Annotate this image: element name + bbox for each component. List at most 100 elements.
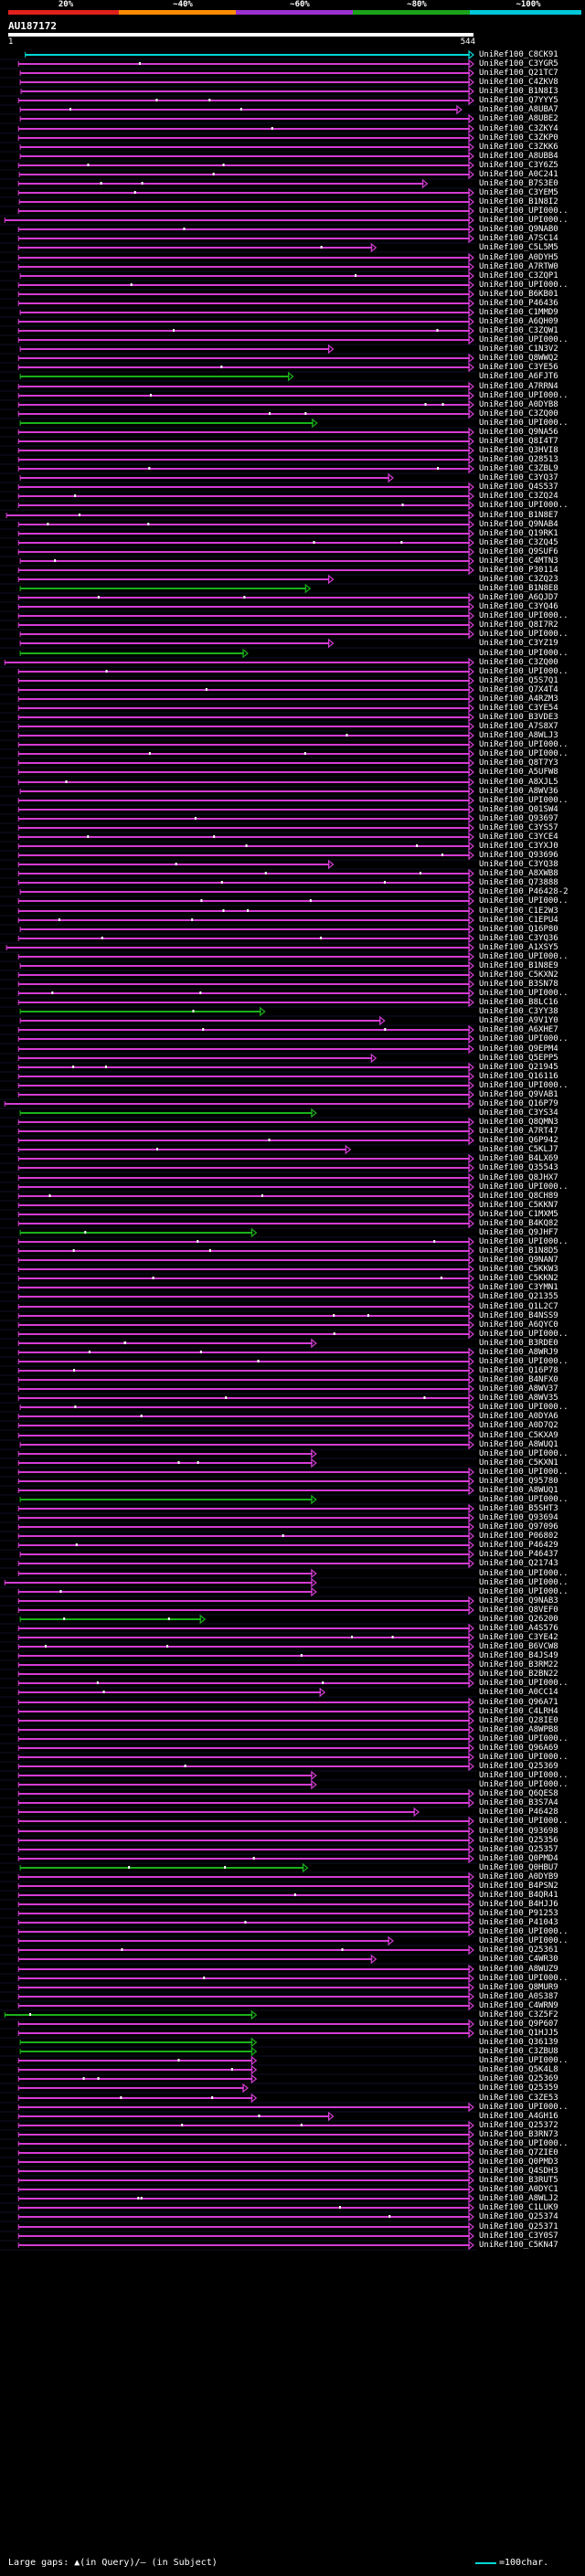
hit-label[interactable]: UniRef100_C5KKN7	[479, 1201, 558, 1210]
hit-label[interactable]: UniRef100_UPI000..	[479, 896, 569, 906]
hit-label[interactable]: UniRef100_A0S387	[479, 1992, 558, 2001]
hit-label[interactable]: UniRef100_A6QYC0	[479, 1320, 558, 1330]
hit-label[interactable]: UniRef100_B3RN73	[479, 2130, 558, 2139]
hit-label[interactable]: UniRef100_B1N8D5	[479, 1246, 558, 1256]
hit-label[interactable]: UniRef100_C3YE54	[479, 704, 558, 713]
hit-label[interactable]: UniRef100_UPI000..	[479, 1034, 569, 1044]
hit-label[interactable]: UniRef100_C3YQ37	[479, 473, 558, 482]
hit-label[interactable]: UniRef100_UPI000..	[479, 1357, 569, 1366]
hit-label[interactable]: UniRef100_C3YY38	[479, 1007, 558, 1016]
hit-label[interactable]: UniRef100_C3YXJ0	[479, 842, 558, 851]
hit-label[interactable]: UniRef100_C3ZBL9	[479, 464, 558, 473]
hit-label[interactable]: UniRef100_C8CK91	[479, 50, 558, 59]
hit-label[interactable]: UniRef100_UPI000..	[479, 1495, 569, 1504]
hit-label[interactable]: UniRef100_Q25369	[479, 2074, 558, 2083]
hit-label[interactable]: UniRef100_A8WUZ9	[479, 1965, 558, 1974]
hit-label[interactable]: UniRef100_C3ZE53	[479, 2094, 558, 2103]
hit-label[interactable]: UniRef100_Q25356	[479, 1836, 558, 1845]
hit-label[interactable]: UniRef100_A8WV37	[479, 1384, 558, 1394]
hit-label[interactable]: UniRef100_Q7YYY5	[479, 96, 558, 105]
hit-label[interactable]: UniRef100_UPI000..	[479, 1817, 569, 1826]
hit-label[interactable]: UniRef100_Q25371	[479, 2222, 558, 2231]
hit-label[interactable]: UniRef100_UPI000..	[479, 1237, 569, 1246]
hit-label[interactable]: UniRef100_Q0PMD3	[479, 2157, 558, 2167]
hit-label[interactable]: UniRef100_B5SHT3	[479, 1504, 558, 1513]
hit-label[interactable]: UniRef100_A8UBE2	[479, 114, 558, 123]
hit-label[interactable]: UniRef100_Q6QES8	[479, 1789, 558, 1798]
hit-label[interactable]: UniRef100_Q25357	[479, 1845, 558, 1854]
hit-label[interactable]: UniRef100_C1MXM5	[479, 1210, 558, 1219]
hit-label[interactable]: UniRef100_Q16116	[479, 1072, 558, 1081]
hit-label[interactable]: UniRef100_B1N8I3	[479, 87, 558, 96]
hit-label[interactable]: UniRef100_Q5K4L8	[479, 2065, 558, 2074]
hit-label[interactable]: UniRef100_C3YE56	[479, 363, 558, 372]
hit-label[interactable]: UniRef100_C3ZQ24	[479, 492, 558, 501]
hit-label[interactable]: UniRef100_A4RZM3	[479, 694, 558, 704]
hit-label[interactable]: UniRef100_Q16P79	[479, 1099, 558, 1108]
hit-label[interactable]: UniRef100_Q9VAB1	[479, 1090, 558, 1099]
hit-label[interactable]: UniRef100_P06802	[479, 1532, 558, 1541]
hit-label[interactable]: UniRef100_Q96A69	[479, 1744, 558, 1753]
hit-label[interactable]: UniRef100_Q1HJJ5	[479, 2029, 558, 2038]
hit-label[interactable]: UniRef100_C5KN47	[479, 2241, 558, 2250]
hit-label[interactable]: UniRef100_B4NFX0	[479, 1375, 558, 1384]
hit-label[interactable]: UniRef100_A8WUQ1	[479, 1440, 558, 1449]
hit-label[interactable]: UniRef100_A6XHE7	[479, 1025, 558, 1034]
hit-label[interactable]: UniRef100_Q28513	[479, 455, 558, 464]
hit-label[interactable]: UniRef100_B2BN22	[479, 1670, 558, 1679]
hit-label[interactable]: UniRef100_C4MTN3	[479, 557, 558, 566]
hit-label[interactable]: UniRef100_C5KLJ7	[479, 1145, 558, 1154]
hit-label[interactable]: UniRef100_B4LX69	[479, 1154, 558, 1163]
hit-label[interactable]: UniRef100_Q16P78	[479, 1366, 558, 1375]
hit-label[interactable]: UniRef100_C3ZBU8	[479, 2047, 558, 2056]
hit-label[interactable]: UniRef100_Q8I7R2	[479, 620, 558, 630]
hit-label[interactable]: UniRef100_Q26200	[479, 1615, 558, 1624]
hit-label[interactable]: UniRef100_Q8VEF0	[479, 1606, 558, 1615]
hit-label[interactable]: UniRef100_Q9NA56	[479, 428, 558, 437]
hit-label[interactable]: UniRef100_Q93694	[479, 1513, 558, 1522]
hit-label[interactable]: UniRef100_B6KB01	[479, 290, 558, 299]
hit-label[interactable]: UniRef100_UPI000..	[479, 630, 569, 639]
hit-label[interactable]: UniRef100_Q5S7Q1	[479, 676, 558, 685]
hit-label[interactable]: UniRef100_B3RUT5	[479, 2176, 558, 2185]
hit-label[interactable]: UniRef100_C5KXN1	[479, 1458, 558, 1468]
hit-label[interactable]: UniRef100_A0DYB8	[479, 400, 558, 409]
hit-label[interactable]: UniRef100_Q01SW4	[479, 805, 558, 814]
hit-label[interactable]: UniRef100_Q8CH89	[479, 1192, 558, 1201]
hit-label[interactable]: UniRef100_P46436	[479, 299, 558, 308]
hit-label[interactable]: UniRef100_C3YS57	[479, 823, 558, 832]
hit-label[interactable]: UniRef100_UPI000..	[479, 335, 569, 345]
hit-label[interactable]: UniRef100_A6FJT6	[479, 372, 558, 381]
hit-label[interactable]: UniRef100_UPI000..	[479, 796, 569, 805]
hit-label[interactable]: UniRef100_UPI000..	[479, 1403, 569, 1412]
hit-label[interactable]: UniRef100_A0DYA6	[479, 1412, 558, 1421]
hit-label[interactable]: UniRef100_UPI000..	[479, 952, 569, 961]
hit-label[interactable]: UniRef100_P46437	[479, 1550, 558, 1559]
hit-label[interactable]: UniRef100_Q25361	[479, 1945, 558, 1955]
hit-label[interactable]: UniRef100_Q25359	[479, 2083, 558, 2093]
hit-label[interactable]: UniRef100_Q73888	[479, 878, 558, 887]
hit-label[interactable]: UniRef100_Q21TC7	[479, 69, 558, 78]
hit-label[interactable]: UniRef100_Q25374	[479, 2212, 558, 2221]
hit-label[interactable]: UniRef100_C3ZQ00	[479, 658, 558, 667]
hit-label[interactable]: UniRef100_C1LUK9	[479, 2203, 558, 2212]
hit-label[interactable]: UniRef100_C3ZKP0	[479, 133, 558, 143]
hit-label[interactable]: UniRef100_A7S8X7	[479, 722, 558, 731]
hit-label[interactable]: UniRef100_Q9NAN7	[479, 1256, 558, 1265]
hit-label[interactable]: UniRef100_P41043	[479, 1918, 558, 1927]
hit-label[interactable]: UniRef100_A8WLJ2	[479, 2194, 558, 2203]
hit-label[interactable]: UniRef100_Q21355	[479, 1292, 558, 1301]
hit-label[interactable]: UniRef100_C4LRH4	[479, 1707, 558, 1716]
hit-label[interactable]: UniRef100_Q97096	[479, 1522, 558, 1532]
hit-label[interactable]: UniRef100_C5KXA9	[479, 1431, 558, 1440]
hit-label[interactable]: UniRef100_UPI000..	[479, 1569, 569, 1578]
hit-label[interactable]: UniRef100_C3YE42	[479, 1633, 558, 1642]
hit-label[interactable]: UniRef100_Q9NAB0	[479, 225, 558, 234]
hit-label[interactable]: UniRef100_B7S3E0	[479, 179, 558, 188]
hit-label[interactable]: UniRef100_UPI000..	[479, 667, 569, 676]
hit-label[interactable]: UniRef100_A0DYC1	[479, 2185, 558, 2194]
hit-label[interactable]: UniRef100_A9V1Y0	[479, 1016, 558, 1025]
hit-label[interactable]: UniRef100_Q0PMD4	[479, 1854, 558, 1863]
hit-label[interactable]: UniRef100_UPI000..	[479, 1578, 569, 1587]
hit-label[interactable]: UniRef100_C3ZQW1	[479, 326, 558, 335]
